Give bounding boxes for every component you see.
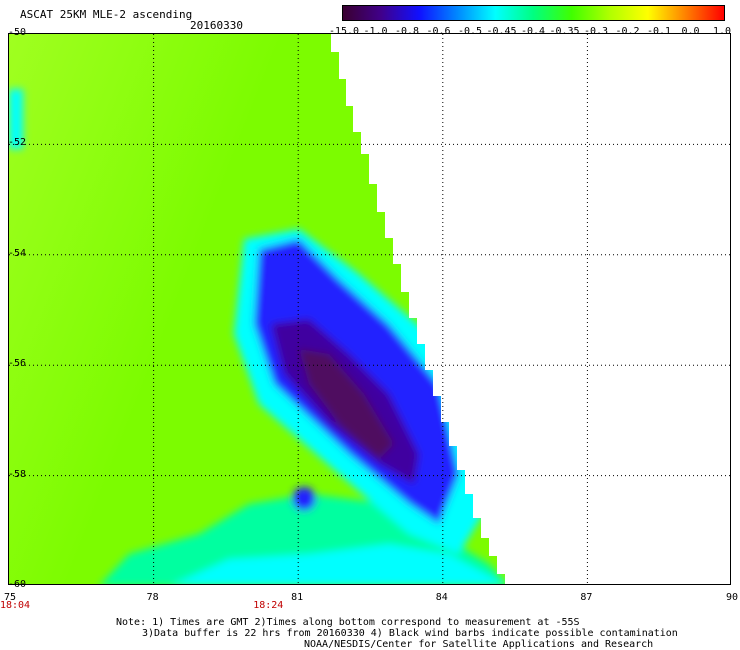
longitude-label: 87	[580, 592, 593, 603]
latitude-label: -54	[8, 247, 27, 259]
colorbar-label: -15.0	[328, 26, 360, 37]
longitude-label: 78	[146, 592, 159, 603]
colorbar	[342, 5, 725, 21]
colorbar-label: -0.1	[646, 26, 672, 37]
chart-title: ASCAT 25KM MLE-2 ascending	[20, 8, 193, 21]
chart-date: 20160330	[190, 19, 243, 32]
colorbar-label: -0.6	[426, 26, 451, 37]
latitude-label: -56	[8, 358, 27, 370]
colorbar-label: -1.0	[363, 26, 388, 37]
longitude-label: 75	[3, 592, 17, 603]
latitude-label: -52	[8, 137, 27, 149]
note-line-1: Note: 1) Times are GMT 2)Times along bot…	[116, 617, 580, 628]
wind-map-plot	[8, 33, 731, 585]
colorbar-label: -0.45	[486, 26, 517, 37]
time-label: 18:04	[0, 600, 31, 611]
longitude-label: 84	[435, 592, 448, 603]
swath-map	[9, 34, 730, 584]
notes-block: Note: 1) Times are GMT 2)Times along bot…	[116, 617, 678, 650]
colorbar-label: -0.2	[615, 26, 640, 37]
latitude-label: -50	[8, 27, 27, 38]
colorbar-label: -0.8	[394, 26, 420, 37]
colorbar-label: -0.3	[583, 26, 609, 37]
colorbar-label: 0.0	[681, 26, 700, 37]
swath-data	[9, 34, 513, 584]
colorbar-label: 1.0	[712, 26, 732, 37]
longitude-label: 90	[725, 592, 739, 603]
colorbar-label: -0.35	[549, 26, 580, 37]
colorbar-label: -0.4	[520, 26, 546, 37]
latitude-label: -60	[8, 579, 27, 590]
colorbar-label: -0.5	[457, 26, 483, 37]
latitude-label: -58	[8, 468, 27, 480]
note-line-3: NOAA/NESDIS/Center for Satellite Applica…	[304, 639, 654, 650]
time-label: 18:24	[253, 600, 284, 611]
map-grid	[9, 34, 730, 584]
longitude-label: 81	[291, 592, 304, 603]
note-line-2: 3)Data buffer is 22 hrs from 20160330 4)…	[142, 628, 678, 639]
